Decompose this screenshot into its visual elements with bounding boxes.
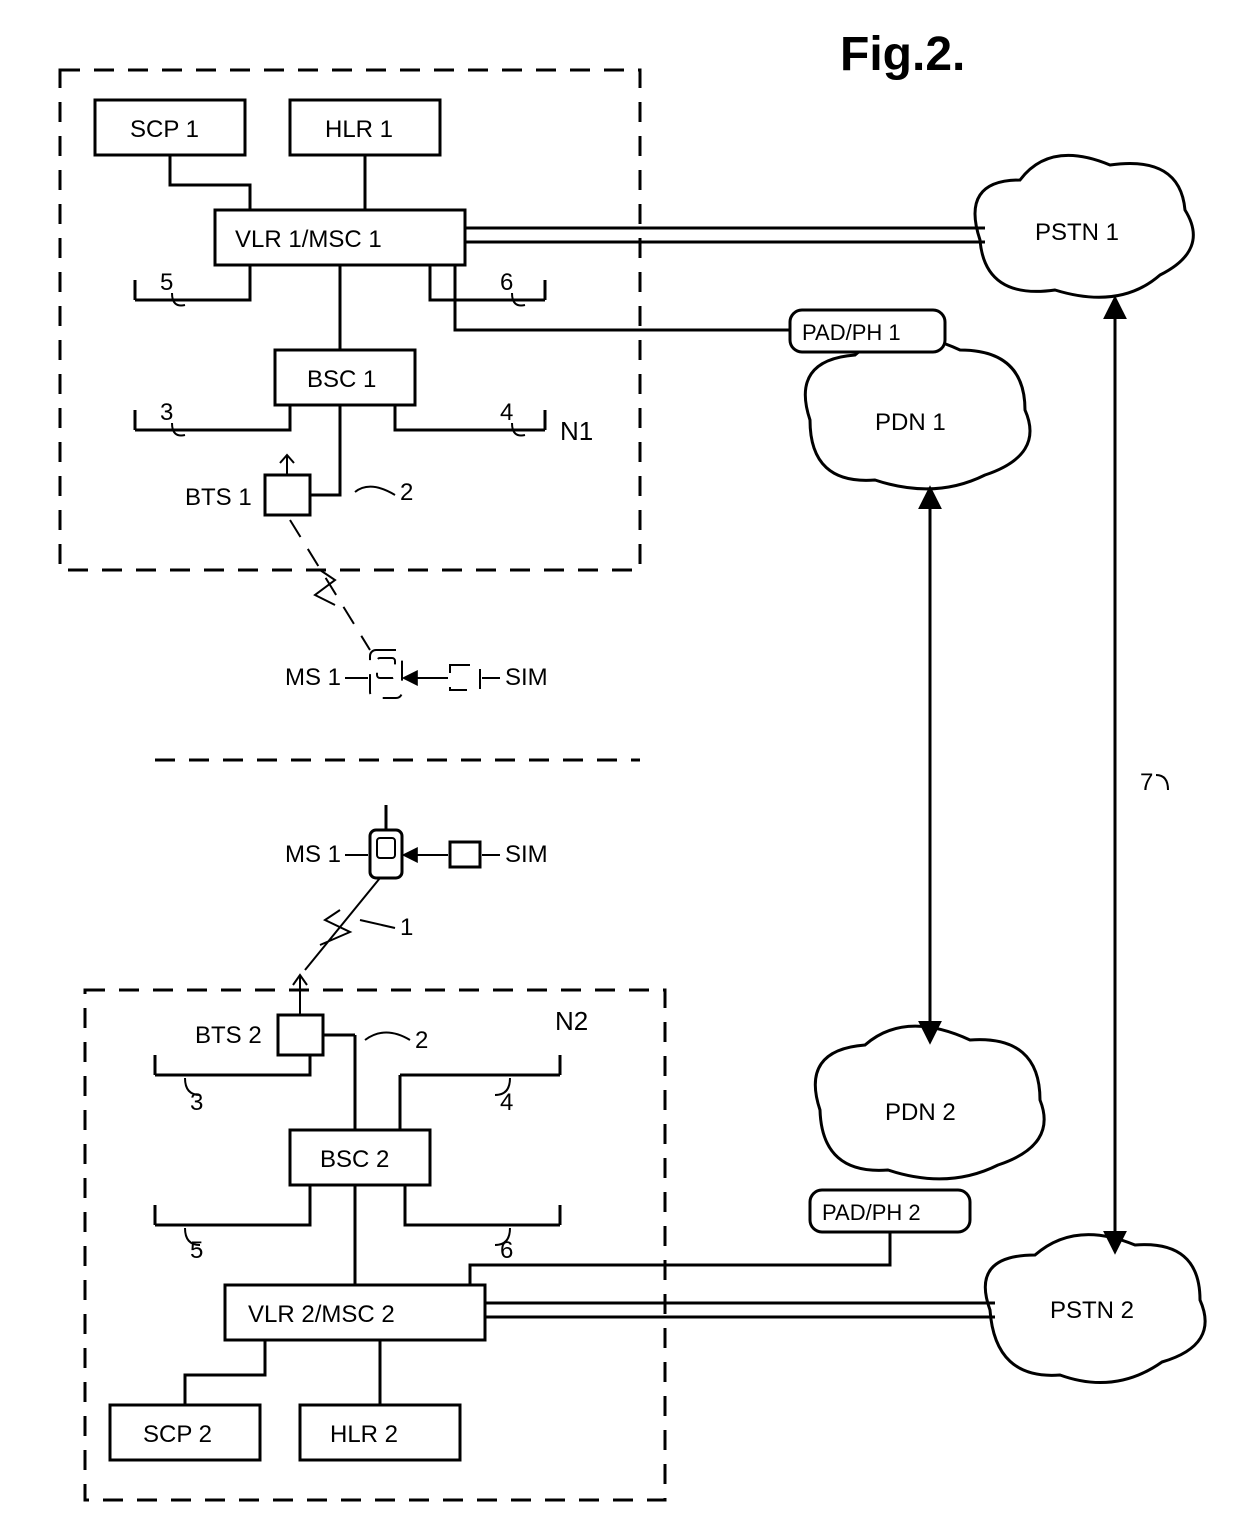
n2-5: 5 [190, 1237, 203, 1264]
n2-1: 1 [400, 914, 413, 941]
vlr2-pad2 [470, 1232, 890, 1285]
n1-3: 3 [160, 399, 173, 426]
bts1-antenna [280, 455, 294, 475]
link-7: 7 [1140, 769, 1153, 796]
ms1-label: MS 1 [285, 841, 341, 868]
n2-2: 2 [415, 1027, 428, 1054]
vlr2-label: VLR 2/MSC 2 [248, 1301, 395, 1328]
bts1-label: BTS 1 [185, 484, 252, 511]
scp2-label: SCP 2 [143, 1421, 212, 1448]
pad2-label: PAD/PH 2 [822, 1200, 921, 1225]
n2-frame-label: N2 [555, 1006, 588, 1036]
pad1-label: PAD/PH 1 [802, 320, 901, 345]
n1-2: 2 [400, 479, 413, 506]
n2-1-line [360, 920, 395, 928]
hlr2-label: HLR 2 [330, 1421, 398, 1448]
n1-6: 6 [500, 269, 513, 296]
scp1-label: SCP 1 [130, 116, 199, 143]
pdn2-label: PDN 2 [885, 1099, 956, 1126]
bts1-box [265, 475, 310, 515]
bsc2-label: BSC 2 [320, 1146, 389, 1173]
bts2-radio [305, 878, 380, 970]
scp1-to-vlr1 [170, 155, 250, 210]
diagram-canvas: Fig.2. N1 SCP 1 HLR 1 VLR 1/MSC 1 BSC 1 … [0, 0, 1240, 1535]
n1-2-hook [355, 487, 395, 495]
figure-title: Fig.2. [840, 28, 965, 81]
bsc1-label: BSC 1 [307, 366, 376, 393]
sim-label: SIM [505, 841, 548, 868]
sim-box [450, 842, 480, 867]
bts1-radio [290, 520, 370, 650]
n2-2-hook [365, 1033, 410, 1041]
hlr1-label: HLR 1 [325, 116, 393, 143]
n1-frame-label: N1 [560, 416, 593, 446]
ms1-ghost-screen [377, 658, 395, 678]
n1-5: 5 [160, 269, 173, 296]
sim-ghost-label: SIM [505, 664, 548, 691]
vlr1-label: VLR 1/MSC 1 [235, 226, 382, 253]
pstn2-label: PSTN 2 [1050, 1297, 1134, 1324]
vlr1-branches [135, 265, 545, 350]
scp2-to-vlr2 [185, 1340, 265, 1405]
ms1-ghost-label: MS 1 [285, 664, 341, 691]
bts2-label: BTS 2 [195, 1022, 262, 1049]
bts2-antenna [293, 975, 307, 1015]
pdn1-label: PDN 1 [875, 409, 946, 436]
bts2-box [278, 1015, 323, 1055]
bsc1-branches [135, 405, 545, 495]
vlr2-branches [155, 1185, 560, 1285]
pstn1-label: PSTN 1 [1035, 219, 1119, 246]
sim-ghost [450, 665, 480, 690]
link-7-hook [1156, 775, 1168, 790]
n1-4: 4 [500, 399, 513, 426]
